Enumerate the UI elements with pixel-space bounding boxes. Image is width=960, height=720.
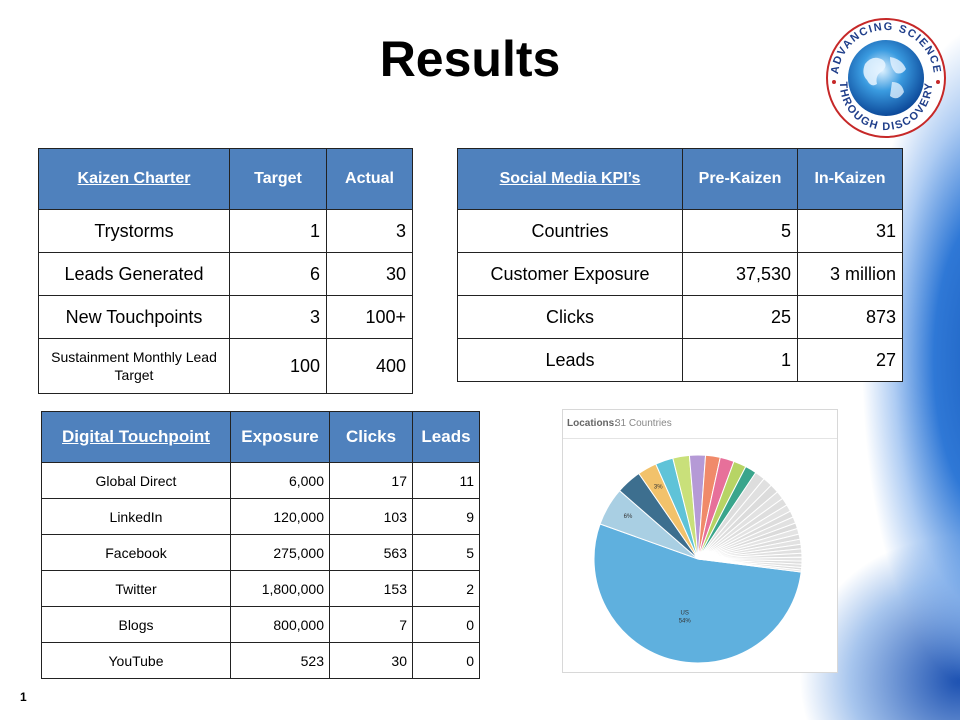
in-kaizen-value: 873 (797, 295, 903, 339)
locations-chart-panel: Locations: 31 Countries US 54% 6% 3% (562, 409, 838, 673)
leads-value: 9 (412, 498, 480, 535)
pre-kaizen-value: 25 (682, 295, 798, 339)
globe-seal-logo: ADVANCING SCIENCE THROUGH DISCOVERY (826, 18, 946, 138)
clicks-value: 30 (329, 642, 413, 679)
in-kaizen-value: 27 (797, 338, 903, 382)
table-row: Twitter 1,800,000 153 2 (41, 570, 480, 607)
row-label: Trystorms (38, 209, 230, 253)
table-row: Leads Generated 6 30 (38, 252, 413, 296)
table-row: LinkedIn 120,000 103 9 (41, 498, 480, 535)
target-header: Target (229, 148, 327, 210)
table-row: YouTube 523 30 0 (41, 642, 480, 679)
table-row: New Touchpoints 3 100+ (38, 295, 413, 339)
exposure-value: 800,000 (230, 606, 330, 643)
exposure-value: 275,000 (230, 534, 330, 571)
chart-header-label: Locations: (567, 418, 618, 429)
exposure-value: 120,000 (230, 498, 330, 535)
actual-value: 30 (326, 252, 413, 296)
pre-kaizen-value: 37,530 (682, 252, 798, 296)
clicks-value: 17 (329, 462, 413, 499)
exposure-value: 6,000 (230, 462, 330, 499)
social-media-kpi-table: Social Media KPI’s Pre-Kaizen In-Kaizen … (457, 148, 903, 382)
table-row: Countries 5 31 (457, 209, 903, 253)
touchpoint-name: Twitter (41, 570, 231, 607)
actual-value: 400 (326, 338, 413, 394)
table-row: Leads 1 27 (457, 338, 903, 382)
touchpoint-name: Blogs (41, 606, 231, 643)
table-row: Customer Exposure 37,530 3 million (457, 252, 903, 296)
clicks-value: 153 (329, 570, 413, 607)
in-kaizen-value: 31 (797, 209, 903, 253)
pie-slice-label: 54% (679, 619, 692, 625)
row-label: Clicks (457, 295, 683, 339)
table-row: Facebook 275,000 563 5 (41, 534, 480, 571)
digital-touchpoint-header-link[interactable]: Digital Touchpoint (41, 411, 231, 463)
pie-slice-label: 3% (654, 484, 663, 490)
leads-value: 2 (412, 570, 480, 607)
pie-slice-label: US (681, 611, 689, 617)
table-row: Blogs 800,000 7 0 (41, 606, 480, 643)
table-row: Global Direct 6,000 17 11 (41, 462, 480, 499)
table-header-row: Digital Touchpoint Exposure Clicks Leads (41, 411, 480, 463)
leads-header: Leads (412, 411, 480, 463)
locations-pie-chart: US 54% 6% 3% (593, 454, 803, 664)
pie-slice-label: 6% (624, 514, 633, 520)
table-row: Sustainment Monthly Lead Target 100 400 (38, 338, 413, 394)
in-kaizen-value: 3 million (797, 252, 903, 296)
exposure-value: 1,800,000 (230, 570, 330, 607)
touchpoint-name: Facebook (41, 534, 231, 571)
actual-value: 100+ (326, 295, 413, 339)
actual-header: Actual (326, 148, 413, 210)
pie-slice (593, 523, 802, 664)
clicks-value: 103 (329, 498, 413, 535)
touchpoint-name: Global Direct (41, 462, 231, 499)
row-label: New Touchpoints (38, 295, 230, 339)
chart-header-value: 31 Countries (615, 418, 672, 429)
row-label: Customer Exposure (457, 252, 683, 296)
touchpoint-name: LinkedIn (41, 498, 231, 535)
exposure-header: Exposure (230, 411, 330, 463)
kaizen-charter-table: Kaizen Charter Target Actual Trystorms 1… (38, 148, 413, 394)
table-row: Trystorms 1 3 (38, 209, 413, 253)
table-header-row: Social Media KPI’s Pre-Kaizen In-Kaizen (457, 148, 903, 210)
leads-value: 11 (412, 462, 480, 499)
kaizen-charter-header-link[interactable]: Kaizen Charter (38, 148, 230, 210)
page-title: Results (379, 31, 561, 87)
target-value: 6 (229, 252, 327, 296)
clicks-value: 563 (329, 534, 413, 571)
leads-value: 5 (412, 534, 480, 571)
chart-header: Locations: 31 Countries (563, 410, 837, 439)
pie-slice (697, 558, 802, 573)
row-label: Countries (457, 209, 683, 253)
touchpoint-name: YouTube (41, 642, 231, 679)
pre-kaizen-value: 5 (682, 209, 798, 253)
table-header-row: Kaizen Charter Target Actual (38, 148, 413, 210)
page-number: 1 (20, 690, 27, 704)
in-kaizen-header: In-Kaizen (797, 148, 903, 210)
social-media-kpis-header-link[interactable]: Social Media KPI’s (457, 148, 683, 210)
row-label: Leads Generated (38, 252, 230, 296)
pre-kaizen-value: 1 (682, 338, 798, 382)
pre-kaizen-header: Pre-Kaizen (682, 148, 798, 210)
target-value: 3 (229, 295, 327, 339)
row-label: Leads (457, 338, 683, 382)
clicks-value: 7 (329, 606, 413, 643)
row-label: Sustainment Monthly Lead Target (38, 338, 230, 394)
digital-touchpoint-table: Digital Touchpoint Exposure Clicks Leads… (41, 411, 480, 679)
table-row: Clicks 25 873 (457, 295, 903, 339)
clicks-header: Clicks (329, 411, 413, 463)
leads-value: 0 (412, 606, 480, 643)
leads-value: 0 (412, 642, 480, 679)
target-value: 1 (229, 209, 327, 253)
target-value: 100 (229, 338, 327, 394)
exposure-value: 523 (230, 642, 330, 679)
actual-value: 3 (326, 209, 413, 253)
